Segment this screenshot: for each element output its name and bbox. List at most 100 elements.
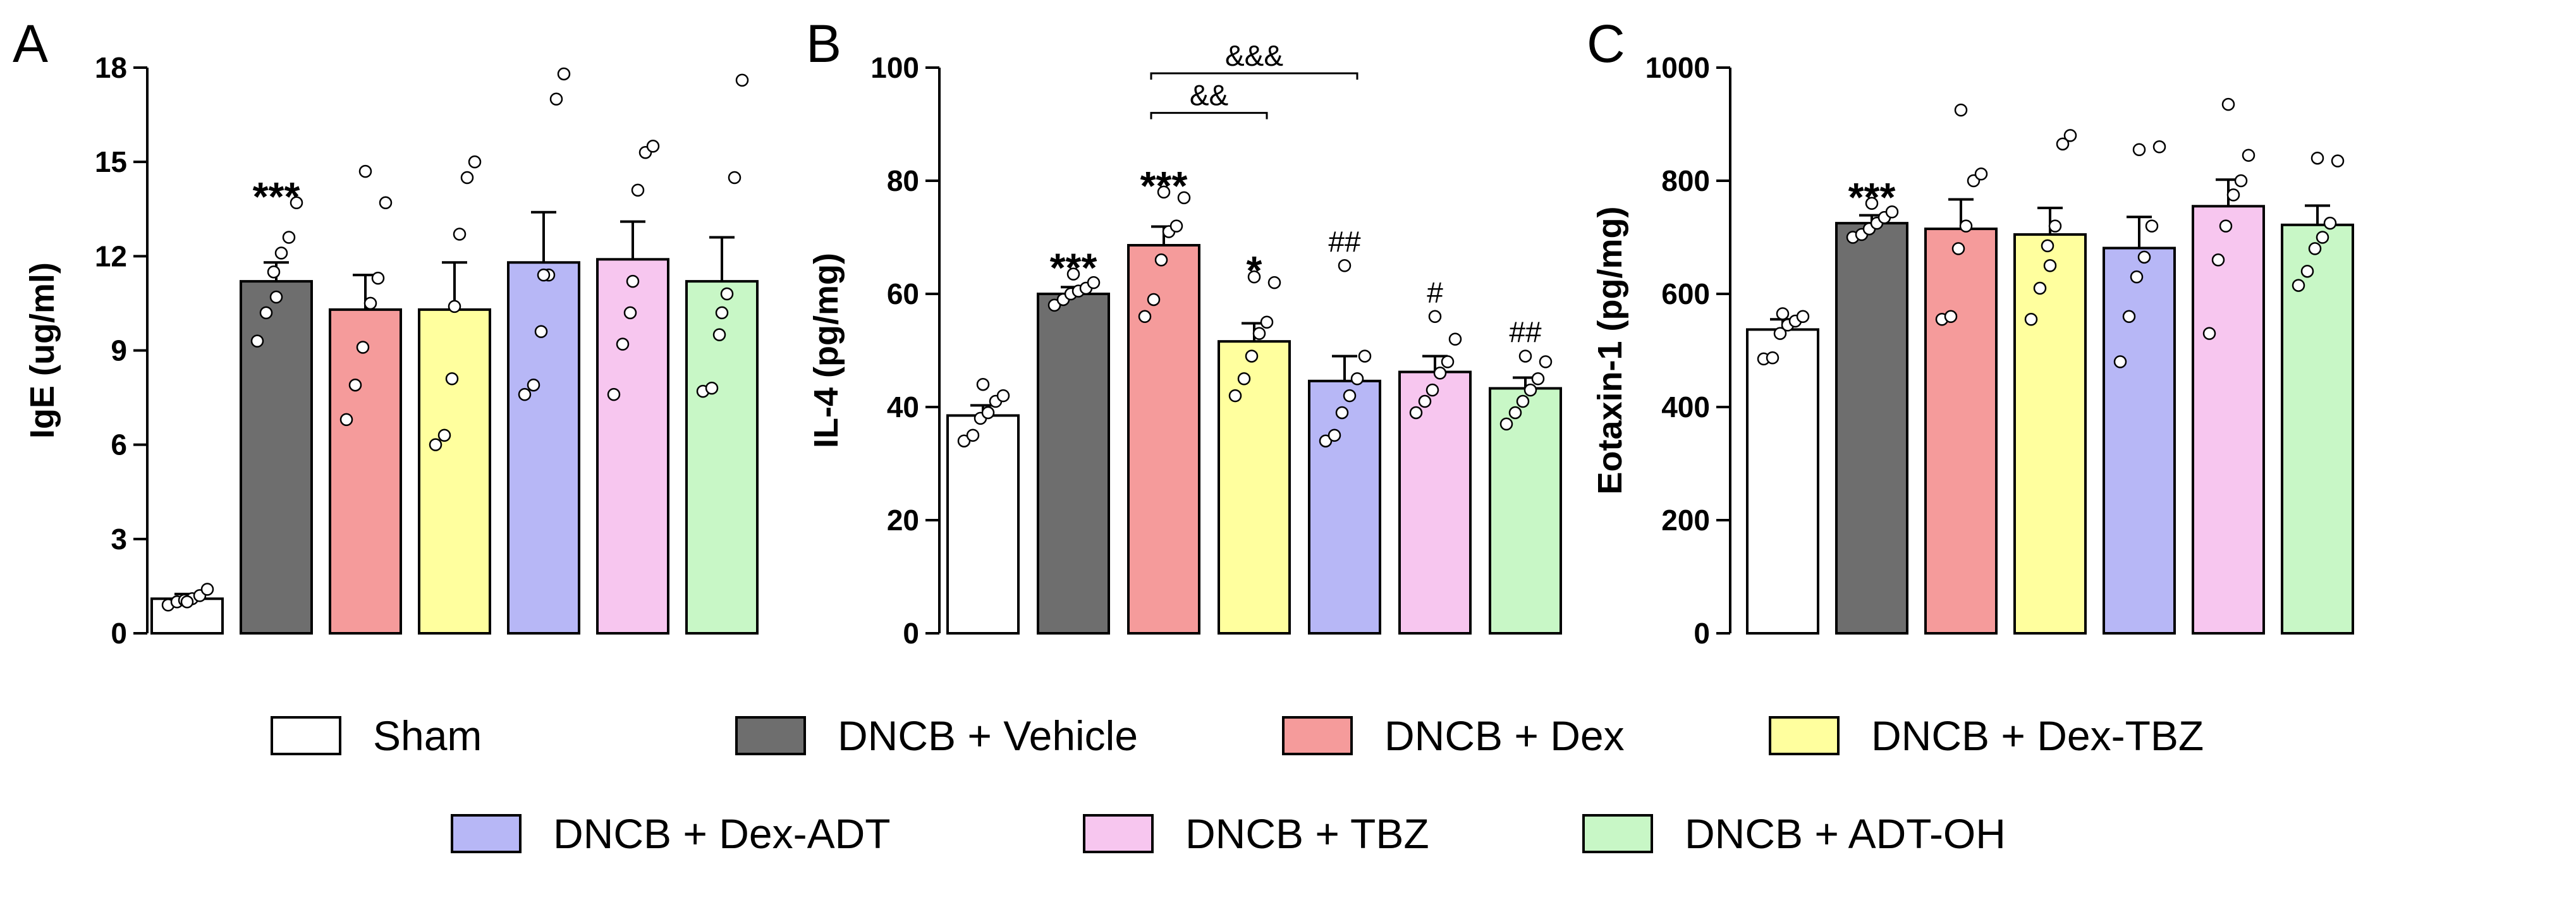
data-point [2122,310,2136,324]
data-point [2300,264,2314,278]
significance-marker: * [1247,248,1262,293]
legend-item: DNCB + Vehicle [735,712,1138,759]
data-point [1087,276,1101,289]
data-point [2024,313,2038,326]
data-point [1951,242,1965,255]
bar-3 [2013,233,2087,635]
bar-2 [1127,244,1200,635]
y-axis-label: IL-4 (pg/mg) [807,253,845,448]
data-point [259,306,273,320]
significance-marker: ## [1328,225,1361,258]
data-point [290,196,303,210]
data-point [1433,367,1447,380]
data-point [1154,253,1168,267]
data-point [981,406,995,420]
comparison-bracket [1150,112,1268,119]
data-point [2219,219,2233,233]
bar-5 [2192,205,2265,635]
data-point [1335,406,1349,420]
y-tick-label: 0 [1694,617,1710,650]
data-point [356,341,370,354]
legend-item: DNCB + ADT-OH [1582,810,2006,857]
data-point [2234,174,2248,188]
data-point [2145,219,2159,233]
bar-1 [1037,293,1110,635]
data-point [1516,394,1530,408]
data-point [2132,143,2146,157]
data-point [180,595,194,609]
y-tick-label: 6 [111,429,127,461]
bar-3 [418,308,491,635]
data-point [966,429,980,442]
data-point [2048,219,2062,233]
data-point [1885,205,1899,219]
data-point [2043,259,2057,272]
bar-4 [507,261,580,635]
panel-letter: A [13,14,48,73]
data-point [250,334,264,348]
legend-label: Sham [373,712,482,759]
y-tick-label: 0 [903,617,919,650]
data-point [453,228,467,241]
bar-3 [1218,340,1291,635]
legend-swatch [1282,716,1353,755]
data-point [518,387,532,401]
data-point [537,268,551,282]
data-point [1766,351,1779,365]
data-point [2033,281,2047,295]
y-tick-label: 80 [887,164,919,197]
y-tick-label: 15 [95,145,127,178]
data-point [626,274,640,288]
data-point [2226,188,2240,202]
legend-swatch [1769,716,1840,755]
panel-c: C Eotaxin-1 (pg/mg) 0 200 400 600 800 1000 *** [1587,14,2354,650]
data-point [2310,151,2324,165]
data-point [2211,253,2225,267]
bar-6 [1489,387,1562,635]
data-point [2130,270,2144,284]
significance-marker: *** [1848,174,1896,220]
y-tick-label: 1000 [1645,51,1710,84]
data-point [379,196,393,210]
data-point [1523,383,1537,397]
data-point [1954,103,1968,117]
data-point [2221,97,2235,111]
data-point [1245,350,1259,363]
data-point [720,287,734,301]
significance-marker: *** [253,174,300,219]
data-point [269,290,283,304]
comparison-bracket [1150,72,1358,80]
panel-letter: B [806,14,841,73]
data-point [607,387,621,401]
data-point [646,140,660,153]
y-tick-label: 400 [1661,391,1710,423]
data-point [2041,239,2054,253]
data-point [1147,293,1161,307]
data-point [631,183,645,197]
legend-item: DNCB + TBZ [1083,810,1429,857]
y-tick-label: 60 [887,277,919,310]
legend-label: DNCB + Dex-ADT [553,810,891,857]
data-point [1508,406,1522,420]
data-point [1776,307,1790,320]
legend-swatch [735,716,806,755]
data-point [616,338,630,351]
data-point [200,583,214,596]
data-point [1260,315,1274,329]
data-point [2292,279,2305,292]
data-point [1319,434,1333,447]
legend-label: DNCB + Vehicle [838,712,1138,759]
significance-marker: ## [1509,315,1542,348]
data-point [728,171,742,185]
data-point [1518,350,1532,363]
legend-swatch [271,716,341,755]
legend-item: DNCB + Dex [1282,712,1625,759]
data-point [1539,355,1553,368]
data-point [2331,154,2345,167]
data-point [996,389,1010,403]
data-point [2323,216,2337,230]
data-point [1343,389,1357,403]
data-point [1267,276,1281,289]
data-point [735,73,749,87]
